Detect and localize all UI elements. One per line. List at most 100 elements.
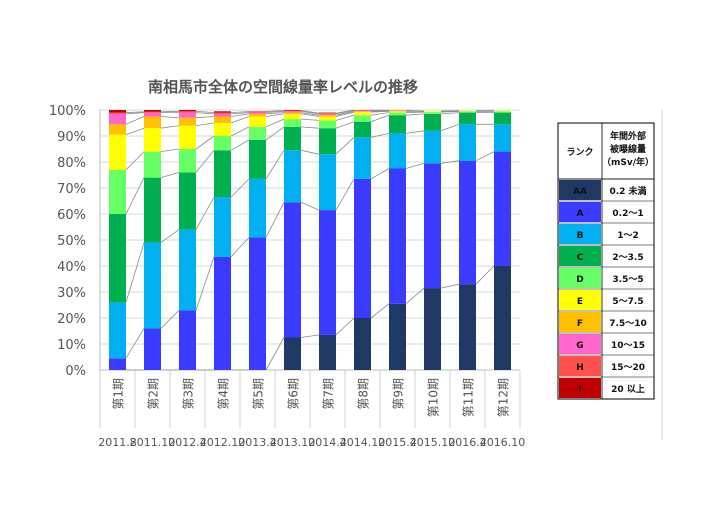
connector-line [160, 116, 180, 119]
legend-header-dose: 被曝線量 [610, 143, 646, 155]
connector-line [335, 114, 355, 121]
bar-segment-I [214, 111, 231, 113]
connector-line [335, 110, 355, 115]
legend-range-label: 0.2 未満 [609, 185, 646, 197]
x-tick-label: 第9期 [392, 378, 406, 410]
date-tick-label: 2014.10 [340, 436, 386, 449]
bar-segment-G [249, 112, 266, 114]
y-tick-label: 90% [57, 130, 86, 145]
bar-segment-H [284, 110, 301, 112]
x-tick-label: 第10期 [427, 378, 441, 417]
connector-line [300, 149, 320, 155]
bar-segment-E [319, 116, 336, 121]
legend-rank-label: C [577, 253, 584, 263]
connector-line [160, 125, 180, 129]
connector-line [440, 283, 460, 289]
bar-segment-B [214, 197, 231, 257]
bar-segment-E [179, 125, 196, 149]
connector-line [300, 201, 320, 211]
bar-segment-B [354, 137, 371, 179]
bar-segment-B [249, 178, 266, 238]
bar-segment-C [249, 139, 266, 179]
bar-segment-B [179, 229, 196, 311]
date-tick-label: 2014.4 [308, 436, 347, 449]
bar-segment-H [179, 111, 196, 113]
bar-segment-D [284, 119, 301, 127]
x-tick-label: 第8期 [357, 378, 371, 410]
legend-range-label: 2〜3.5 [612, 253, 643, 263]
connector-line [230, 116, 250, 124]
bar-segment-G [144, 112, 161, 117]
bar-segment-E [249, 116, 266, 127]
legend-swatch-H [559, 356, 601, 376]
x-tick-label: 第11期 [462, 378, 476, 417]
bar-segment-E [494, 110, 511, 112]
x-tick-label: 第7期 [322, 378, 336, 410]
connector-line [265, 110, 285, 113]
bar-segment-D [494, 111, 511, 113]
connector-line [265, 150, 285, 180]
bar-segment-I [109, 110, 126, 113]
connector-line [405, 287, 425, 305]
connector-line [370, 303, 390, 319]
connector-line [335, 109, 355, 114]
y-tick-label: 0% [65, 364, 86, 379]
connector-line [300, 110, 320, 114]
bar-segment-E [284, 113, 301, 120]
connector-line [405, 130, 425, 134]
bar-segment-AA [459, 284, 476, 370]
y-tick-label: 50% [57, 234, 86, 249]
legend-swatch-A [559, 202, 601, 222]
legend-rank-label: AA [573, 187, 587, 197]
connector-line [125, 111, 145, 113]
x-tick-label: 第5期 [252, 378, 266, 410]
bar-segment-G [284, 111, 301, 113]
connector-line [195, 256, 215, 311]
date-tick-label: 2016.10 [480, 436, 526, 449]
connector-line [440, 110, 460, 113]
x-tick-label: 第2期 [147, 378, 161, 410]
bar-segment-D [354, 115, 371, 122]
bar-segment-C [424, 113, 441, 131]
date-tick-label: 2012.10 [200, 436, 246, 449]
bar-segment-G [354, 110, 371, 112]
bar-segment-I [144, 110, 161, 112]
connector-line [195, 112, 215, 115]
legend-swatch-I [559, 378, 601, 398]
bar-segment-AA [424, 288, 441, 370]
legend-range-label: 7.5〜10 [609, 319, 646, 329]
bar-segment-E [354, 112, 371, 116]
legend-rank-label: G [576, 341, 583, 351]
bar-segment-A [249, 237, 266, 370]
y-tick-label: 20% [57, 312, 86, 327]
bar-segment-A [109, 358, 126, 370]
connector-line [230, 126, 250, 137]
bar-segment-H [214, 112, 231, 114]
bar-segment-D [389, 112, 406, 116]
y-tick-label: 70% [57, 182, 86, 197]
bar-segment-D [109, 169, 126, 214]
legend-swatch-D [559, 268, 601, 288]
bar-segment-E [214, 123, 231, 136]
bar-segment-F [179, 117, 196, 126]
bar-segment-G [319, 113, 336, 116]
x-tick-label: 第3期 [182, 378, 196, 410]
bar-segment-E [144, 128, 161, 152]
bar-segment-C [144, 177, 161, 243]
connector-line [405, 111, 425, 113]
y-axis-ticks: 0% 10% 20% 30% 40% 50% 60% 70% 80% 90% 100% [49, 104, 86, 379]
y-tick-label: 100% [49, 104, 86, 119]
connector-line [370, 168, 390, 180]
bar-segment-A [144, 328, 161, 370]
x-axis-ticks: 第1期 第2期 第3期 第4期 第5期 第6期 第7期 第8期 第9期 第10期 第11期 第12期 [99, 370, 521, 428]
legend-rank-label: I [578, 385, 581, 395]
connector-line [440, 123, 460, 132]
connector-line [405, 109, 425, 112]
bar-segment-F [144, 116, 161, 129]
bar-segment-D [214, 136, 231, 151]
bars [109, 110, 511, 370]
connector-line [475, 265, 495, 285]
connector-line [265, 118, 285, 128]
legend-range-label: 3.5〜5 [612, 275, 643, 285]
bar-segment-AA [389, 303, 406, 370]
